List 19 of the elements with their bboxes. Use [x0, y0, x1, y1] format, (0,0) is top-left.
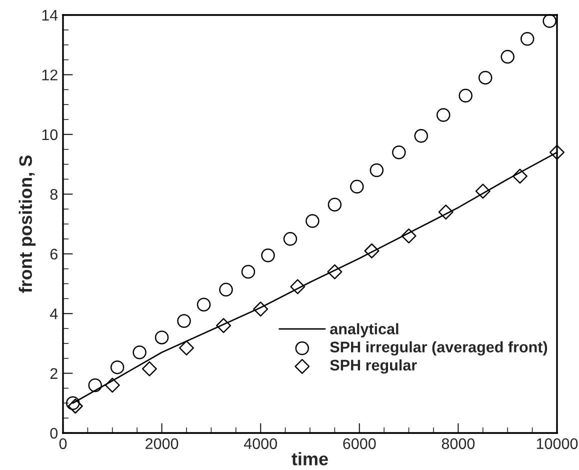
- y-tick-label: 0: [50, 428, 58, 439]
- x-tick-label: 2000: [146, 438, 178, 450]
- y-tick-label: 12: [42, 70, 58, 80]
- x-tick-label: 0: [59, 438, 67, 450]
- y-axis-title: front position, S: [18, 155, 36, 293]
- y-tick-label: 10: [42, 129, 58, 140]
- legend-label: SPH irregular (averaged front): [330, 341, 548, 356]
- x-tick-label: 6000: [343, 438, 376, 450]
- y-tick-label: 8: [50, 189, 58, 200]
- x-tick-label: 4000: [244, 438, 277, 450]
- y-tick-label: 2: [50, 368, 58, 379]
- y-tick-label: 14: [42, 10, 58, 21]
- legend-label: analytical: [330, 323, 398, 338]
- x-tick-label: 8000: [442, 438, 475, 450]
- x-axis-title: time: [292, 452, 328, 466]
- legend-label: SPH regular: [330, 359, 417, 374]
- y-tick-label: 4: [50, 308, 58, 320]
- x-tick-label: 10000: [536, 438, 578, 450]
- y-tick-label: 6: [50, 248, 58, 260]
